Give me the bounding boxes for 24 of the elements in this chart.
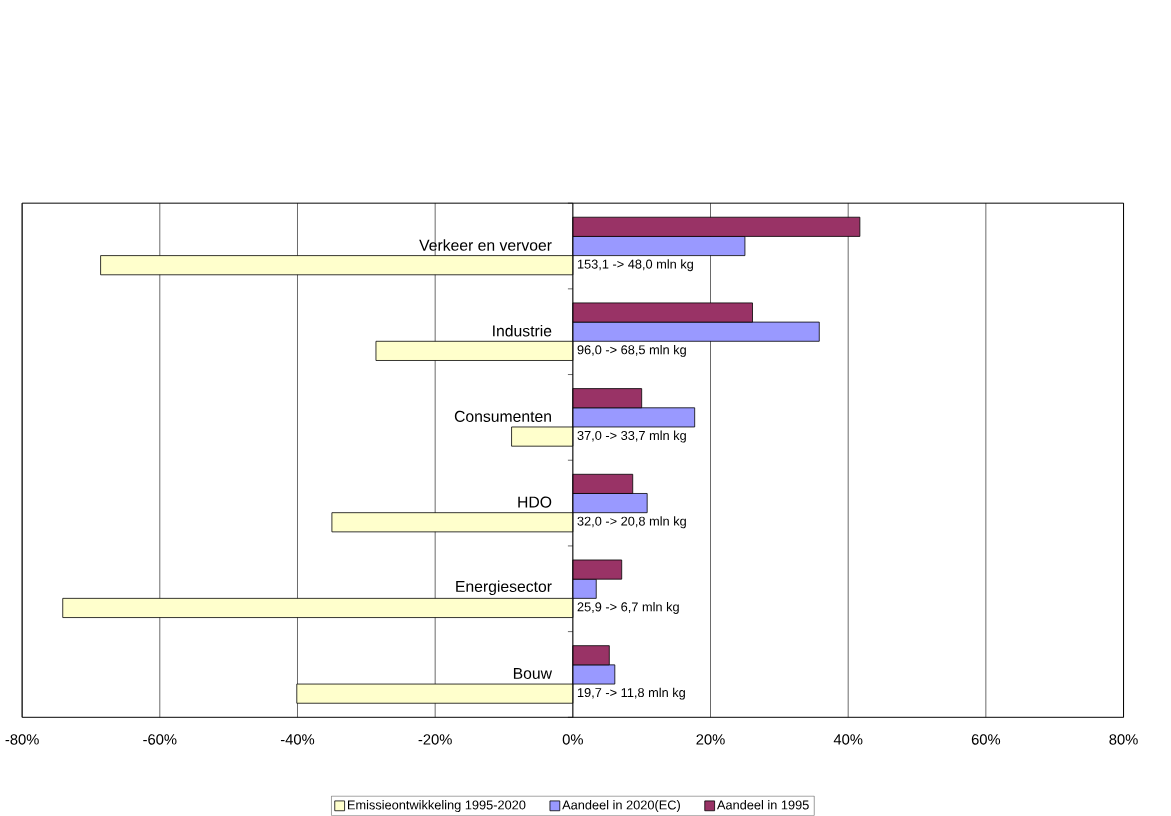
x-tick-label: 60%	[971, 734, 1001, 745]
x-tick-label: 20%	[696, 734, 725, 745]
x-tick-label: 80%	[1109, 734, 1138, 745]
y-tick-label: Verkeer en vervoer	[419, 239, 552, 251]
annotation: 153,1 -> 48,0 mln kg	[577, 259, 693, 272]
y-tick-label: Energiesector	[456, 580, 552, 596]
y-tick-label: HDO	[518, 496, 552, 508]
annotation: 19,7 -> 11,8 mln kg	[577, 687, 685, 700]
x-tick-label: 40%	[833, 734, 863, 745]
x-tick-label: -60%	[143, 734, 177, 745]
y-tick-label: Industrie	[493, 325, 552, 337]
annotation: 37,0 -> 33,7 mln kg	[577, 430, 686, 443]
legend-label: Aandeel in 1995	[716, 800, 809, 810]
x-tick-label: -20%	[418, 734, 452, 745]
legend-label: Aandeel in 2020(EC)	[562, 800, 680, 813]
x-tick-label: -80%	[5, 734, 39, 745]
annotation: 25,9 -> 6,7 mln kg	[577, 602, 679, 615]
x-tick-label: -40%	[280, 734, 315, 745]
x-tick-label: 0%	[562, 734, 583, 745]
annotation: 96,0 -> 68,5 mln kg	[577, 345, 686, 357]
annotation: 32,0 -> 20,8 mln kg	[577, 516, 686, 529]
y-tick-label: Bouw	[513, 668, 553, 680]
legend-label: Emissieontwikkeling 1995-2020	[347, 800, 526, 813]
y-tick-label: Consumenten	[454, 411, 551, 423]
